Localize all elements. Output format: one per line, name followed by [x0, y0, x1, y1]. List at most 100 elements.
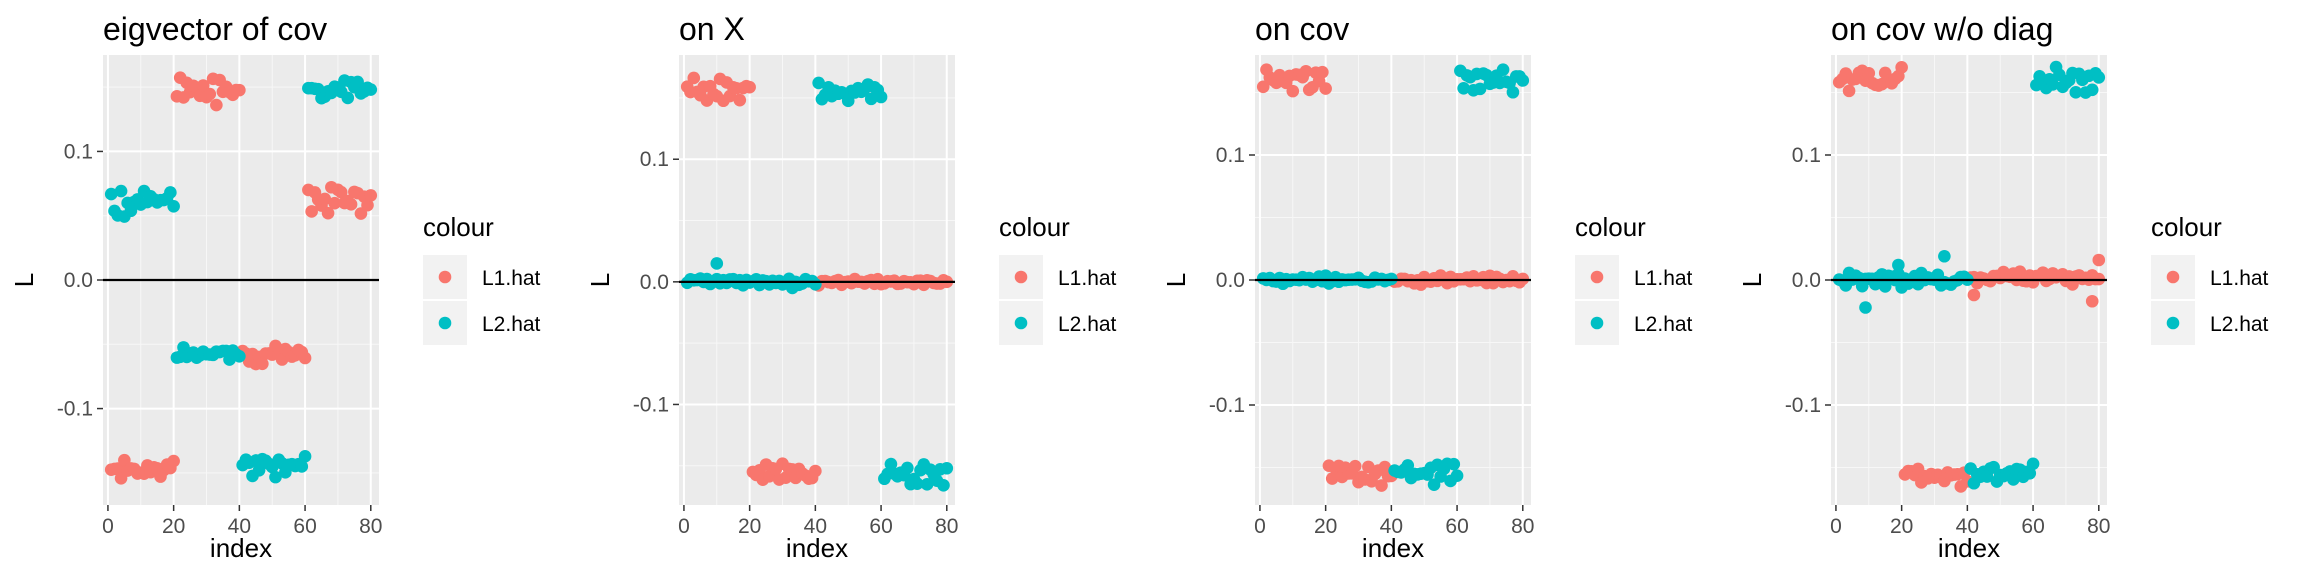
point-l2-hat: [1473, 82, 1487, 96]
y-tick-label: 0.1: [1792, 144, 1821, 167]
point-l2-hat: [786, 281, 799, 295]
point-l1-hat: [334, 185, 348, 199]
point-l1-hat: [203, 87, 217, 101]
x-tick-label: 80: [935, 515, 958, 538]
legend-label-l2-hat: L2.hat: [1058, 313, 1117, 336]
point-l1-hat: [256, 357, 269, 371]
point-l2-hat: [864, 92, 878, 106]
legend-swatch-l1-hat: [2166, 270, 2180, 284]
point-l1-hat: [305, 205, 318, 218]
point-l2-hat: [341, 91, 355, 105]
panel-1: eigvector of cov 0 20 40 60 80 0.1 0.0 -0.1 index…: [0, 0, 576, 576]
legend-label-l2-hat: L2.hat: [482, 313, 541, 336]
point-l2-hat: [252, 464, 266, 477]
point-l2-hat: [167, 200, 180, 213]
x-tick-label: 80: [359, 515, 382, 538]
point-l2-hat: [2069, 86, 2083, 99]
legend-swatch-l1-hat: [1014, 270, 1028, 284]
legend-title: colour: [1575, 212, 1646, 242]
point-l2-hat: [920, 478, 934, 491]
y-tick-label: 0.0: [1216, 269, 1245, 292]
chart-svg-1: eigvector of cov 0 20 40 60 80 0.1 0.0 -0.1 index…: [9, 11, 541, 563]
x-tick-label: 40: [228, 515, 251, 538]
x-tick-label: 0: [678, 515, 690, 538]
point-l2-hat: [164, 186, 177, 199]
point-l1-hat: [196, 79, 210, 92]
point-l2-hat: [1938, 249, 1951, 263]
point-l1-hat: [1325, 472, 1339, 485]
point-l2-hat: [937, 478, 950, 492]
point-l1-hat: [687, 71, 701, 85]
point-l2-hat: [1457, 81, 1470, 95]
legend-label-l1-hat: L1.hat: [482, 267, 541, 290]
y-tick-label: 0.1: [64, 140, 93, 163]
point-l1-hat: [328, 196, 341, 210]
legend: colour L1.hat L2.hat: [1575, 212, 1693, 345]
panel-4: on cov w/o diag 0 20 40 60 80 0.1 0.0 -0.1 index L…: [1728, 0, 2304, 576]
y-tick-label: -0.1: [633, 393, 669, 416]
point-l2-hat: [1892, 258, 1905, 272]
point-l1-hat: [1967, 288, 1981, 302]
point-l1-hat: [809, 464, 822, 478]
point-l2-hat: [351, 75, 364, 89]
y-tick-label: 0.0: [640, 271, 669, 294]
point-l2-hat: [269, 470, 282, 484]
x-axis-title: index: [210, 533, 272, 563]
y-tick-label: -0.1: [57, 398, 93, 421]
point-l1-hat: [1256, 80, 1270, 94]
chart-title: on cov w/o diag: [1831, 11, 2053, 47]
y-tick-label: 0.1: [1216, 144, 1245, 167]
point-l2-hat: [2026, 457, 2040, 471]
point-l2-hat: [2092, 71, 2106, 84]
point-l1-hat: [321, 206, 335, 220]
y-tick-label: 0.1: [640, 148, 669, 171]
y-tick-label: 0.0: [1792, 269, 1821, 292]
legend-title: colour: [2151, 212, 2222, 242]
x-axis-title: index: [1362, 533, 1424, 563]
y-axis-title: L: [1161, 273, 1191, 287]
point-l1-hat: [2085, 294, 2099, 308]
point-l1-hat: [1375, 479, 1388, 492]
legend-label-l1-hat: L1.hat: [2210, 267, 2269, 290]
point-l2-hat: [910, 477, 924, 490]
point-l1-hat: [2092, 253, 2106, 267]
point-l1-hat: [1319, 82, 1332, 95]
legend-label-l2-hat: L2.hat: [2210, 313, 2269, 336]
point-l1-hat: [344, 198, 358, 211]
x-tick-label: 20: [1890, 515, 1913, 538]
point-l1-hat: [1286, 84, 1300, 98]
point-l2-hat: [1385, 272, 1398, 286]
legend-label-l2-hat: L2.hat: [1634, 313, 1693, 336]
point-l2-hat: [2007, 473, 2020, 486]
y-tick-label: -0.1: [1785, 394, 1821, 417]
point-l2-hat: [2046, 78, 2060, 91]
point-l1-hat: [1299, 64, 1313, 78]
point-l1-hat: [233, 83, 246, 97]
legend-swatch-l2-hat: [438, 316, 452, 330]
point-l1-hat: [298, 351, 312, 365]
point-l1-hat: [1348, 459, 1362, 473]
point-l2-hat: [1506, 85, 1520, 99]
x-axis-title: index: [786, 533, 848, 563]
chart-title: on cov: [1255, 11, 1349, 47]
point-l2-hat: [2085, 83, 2099, 97]
point-l1-hat: [167, 454, 180, 468]
x-tick-label: 20: [162, 515, 185, 538]
chart-svg-4: on cov w/o diag 0 20 40 60 80 0.1 0.0 -0.1 index L…: [1737, 11, 2269, 563]
x-tick-label: 20: [738, 515, 761, 538]
y-tick-label: 0.0: [64, 269, 93, 292]
chart-title: eigvector of cov: [103, 11, 327, 47]
legend-swatch-l2-hat: [2166, 316, 2180, 330]
x-tick-label: 40: [1956, 515, 1979, 538]
x-tick-label: 60: [869, 515, 892, 538]
chart-title: on X: [679, 11, 745, 47]
legend-swatch-l2-hat: [1590, 316, 1604, 330]
point-l1-hat: [361, 198, 374, 212]
legend-label-l1-hat: L1.hat: [1058, 267, 1117, 290]
x-tick-label: 60: [293, 515, 316, 538]
point-l2-hat: [104, 187, 118, 201]
